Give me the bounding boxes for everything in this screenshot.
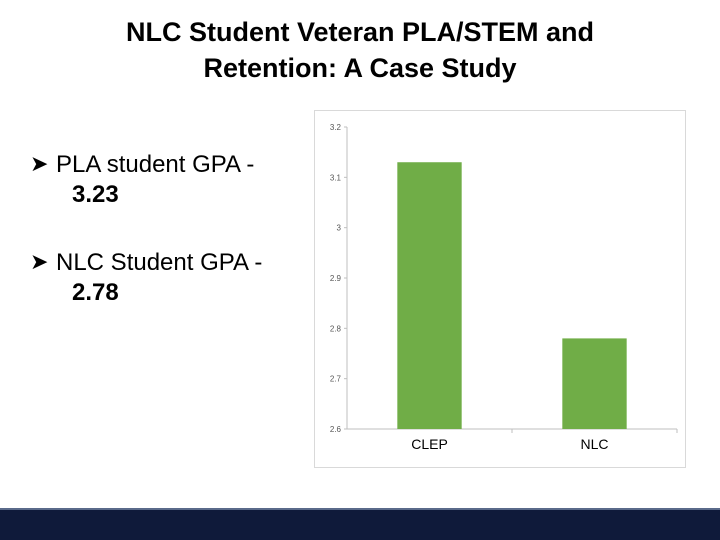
bullet-nlc-gpa: ➤ NLC Student GPA - 2.78 xyxy=(30,248,310,308)
gpa-bar-chart: 3.2 3.1 3 2.9 2.8 2.7 2.6 CLEP NLC xyxy=(314,110,686,468)
bar-clep xyxy=(397,162,462,429)
y-tick-label: 2.9 xyxy=(330,274,342,283)
x-category-label: NLC xyxy=(580,436,608,452)
slide-title-line-1: NLC Student Veteran PLA/STEM and xyxy=(125,17,595,47)
slide-title: NLC Student Veteran PLA/STEM and Retenti… xyxy=(0,14,720,86)
y-tick-label: 3.1 xyxy=(330,173,342,182)
arrow-bullet-icon: ➤ xyxy=(30,152,49,177)
y-tick-label: 2.7 xyxy=(330,375,342,384)
x-category-label: CLEP xyxy=(411,436,448,452)
bullet-value: 2.78 xyxy=(72,279,119,306)
bar-nlc xyxy=(562,338,627,429)
y-tick-label: 2.6 xyxy=(330,425,342,434)
bullet-label: PLA student GPA - xyxy=(56,151,255,178)
bullet-list: ➤ PLA student GPA - 3.23 ➤ NLC Student G… xyxy=(30,150,310,346)
arrow-bullet-icon: ➤ xyxy=(30,250,49,275)
footer-bar xyxy=(0,508,720,540)
y-tick-label: 3.2 xyxy=(330,123,342,132)
bullet-value: 3.23 xyxy=(72,181,119,208)
bullet-pla-gpa: ➤ PLA student GPA - 3.23 xyxy=(30,150,310,210)
y-tick-label: 3 xyxy=(337,224,342,233)
chart-canvas: 3.2 3.1 3 2.9 2.8 2.7 2.6 CLEP NLC xyxy=(330,123,678,452)
y-tick-label: 2.8 xyxy=(330,324,342,333)
slide-title-line-2: Retention: A Case Study xyxy=(203,53,517,83)
bullet-label: NLC Student GPA - xyxy=(56,249,263,276)
